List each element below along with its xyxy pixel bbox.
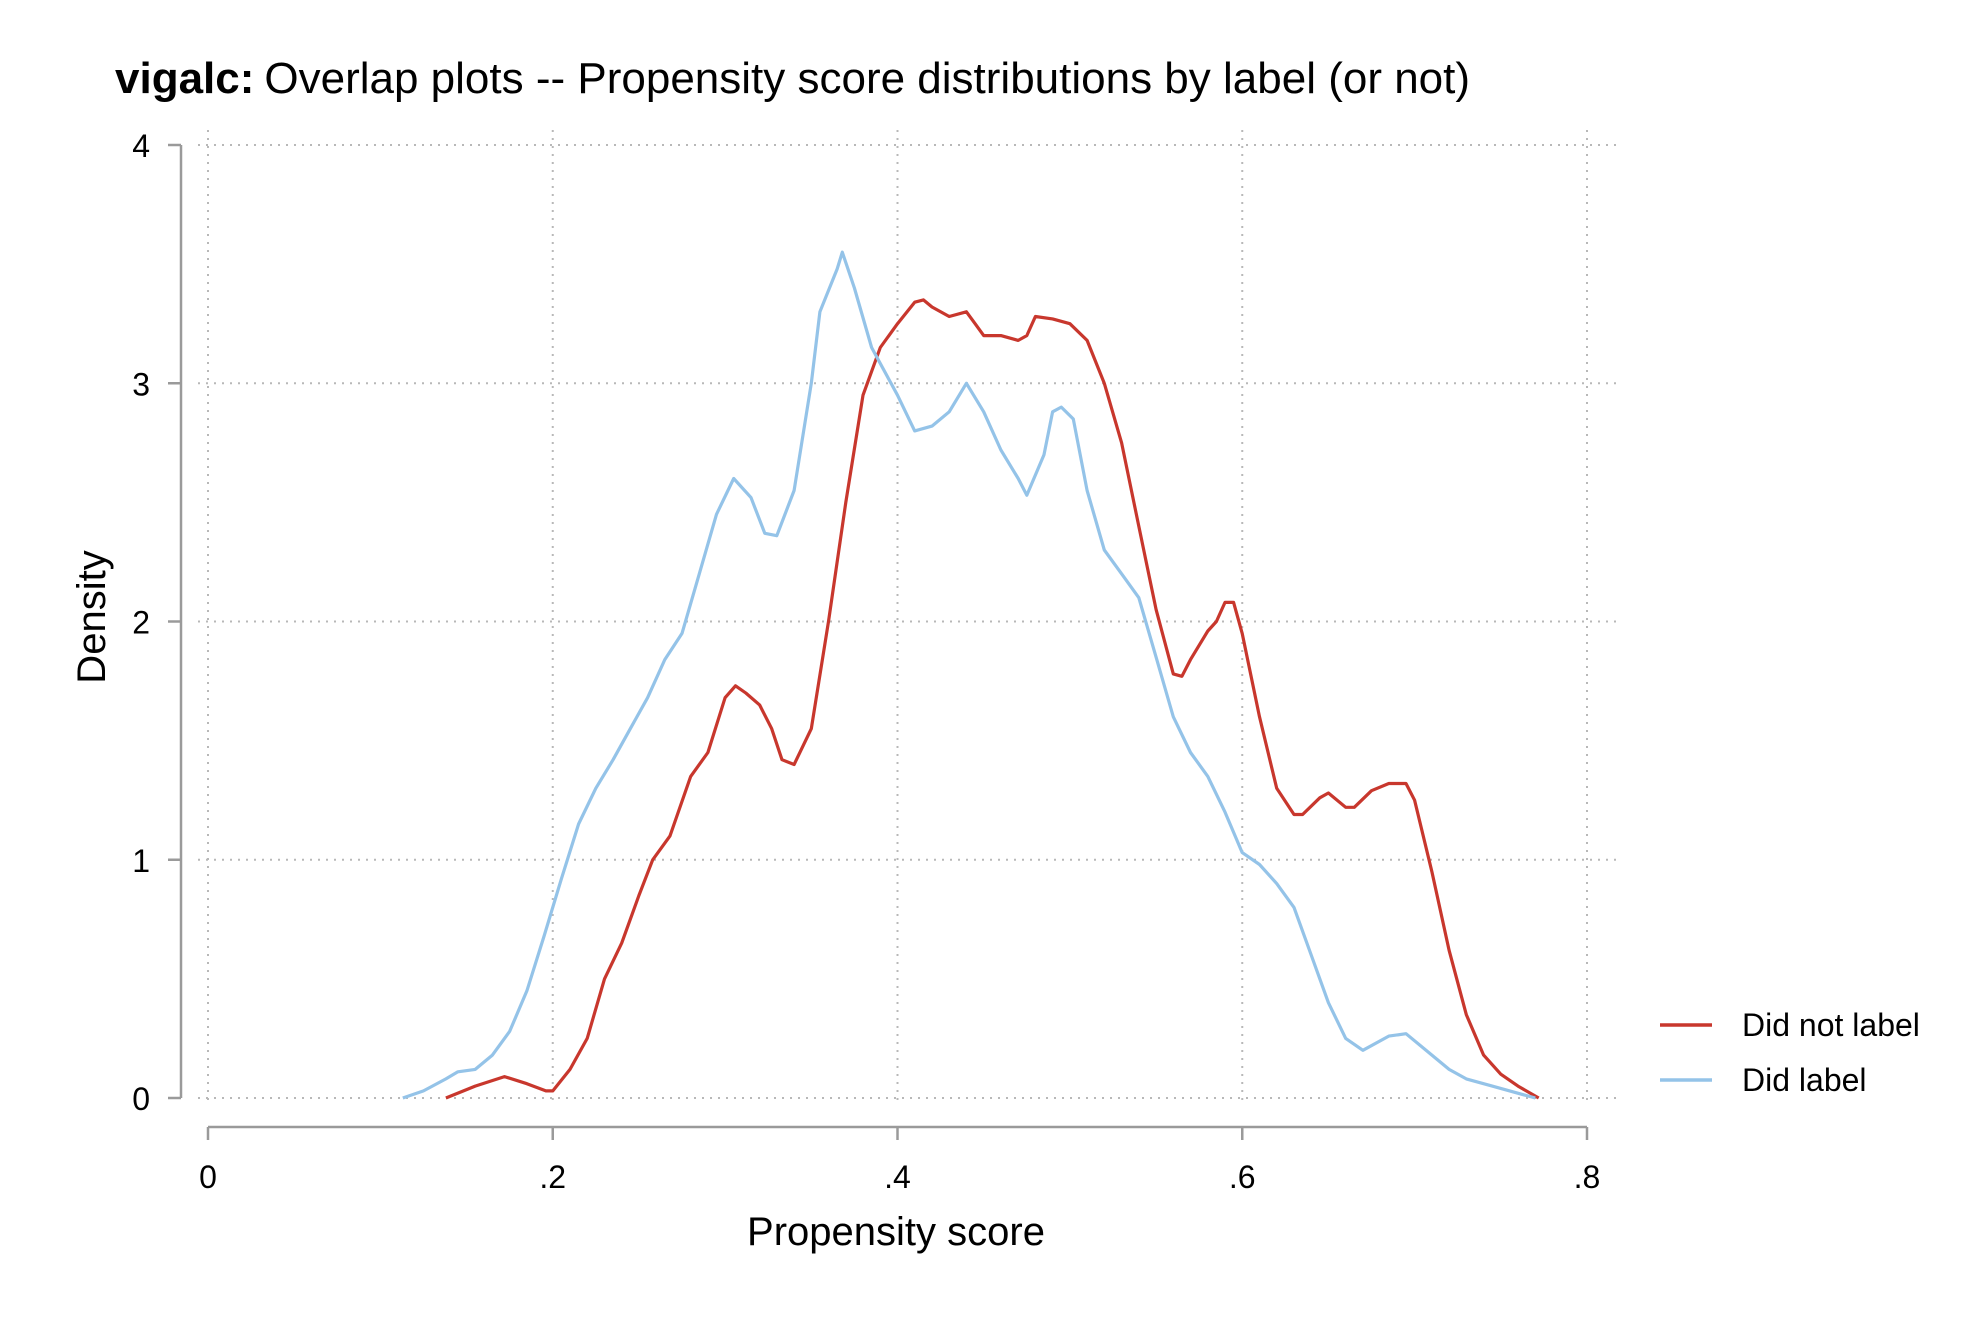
y-tick-label: 4 (132, 128, 150, 164)
series-lines (402, 250, 1540, 1100)
x-axis-title: Propensity score (747, 1210, 1045, 1254)
chart-title: vigalc: Overlap plots -- Propensity score… (115, 54, 1470, 103)
x-tick-label: .8 (1574, 1159, 1601, 1195)
x-tick-label: 0 (199, 1159, 217, 1195)
series-line-did-label (402, 250, 1536, 1100)
chart-title-text: Overlap plots -- Propensity score distri… (264, 54, 1470, 103)
y-tick-label: 2 (132, 605, 150, 641)
x-tick-label: .4 (884, 1159, 911, 1195)
legend: Did not label Did label (1660, 1007, 1920, 1098)
axes: 0 1 2 3 4 0 .2 .4 .6 .8 (132, 128, 1600, 1195)
y-tick-label: 1 (132, 843, 150, 879)
gridlines (198, 130, 1622, 1105)
chart-title-prefix: vigalc: (115, 54, 254, 103)
y-tick-label: 3 (132, 366, 150, 402)
legend-label: Did not label (1742, 1007, 1920, 1043)
y-axis-title: Density (70, 550, 114, 683)
x-tick-label: .2 (539, 1159, 566, 1195)
x-tick-label: .6 (1229, 1159, 1256, 1195)
y-tick-label: 0 (132, 1081, 150, 1117)
legend-label: Did label (1742, 1062, 1867, 1098)
series-line-did-not-label (445, 298, 1540, 1100)
